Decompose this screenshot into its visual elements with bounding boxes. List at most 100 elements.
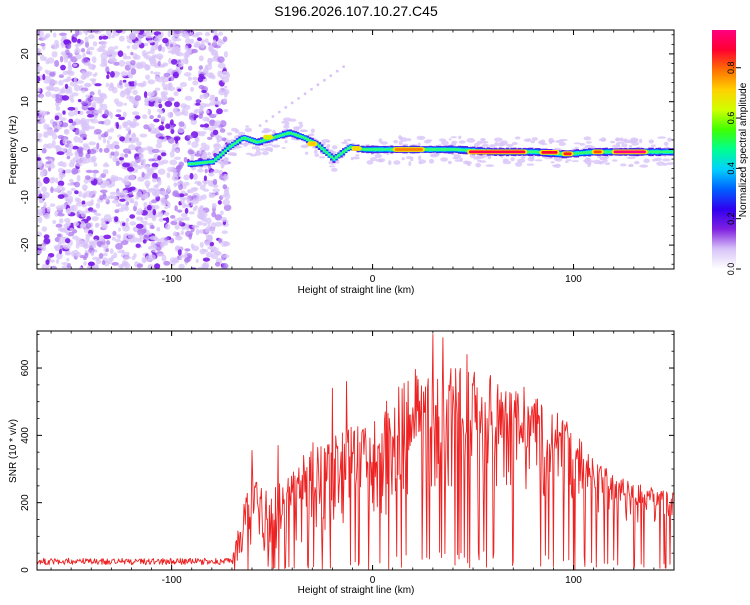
noise-streak-dot bbox=[329, 74, 333, 77]
noise-blob bbox=[74, 190, 79, 195]
ridge-segment bbox=[436, 148, 440, 151]
noise-blob bbox=[147, 108, 151, 116]
noise-blob bbox=[98, 253, 104, 259]
snr-y-tick-label: 600 bbox=[20, 359, 31, 376]
ridge-haze bbox=[475, 162, 482, 168]
noise-blob bbox=[140, 194, 149, 200]
noise-blob bbox=[142, 114, 148, 120]
noise-streak-dot bbox=[284, 106, 288, 109]
noise-blob bbox=[56, 233, 62, 238]
ridge-haze bbox=[551, 164, 561, 167]
ridge-segment bbox=[322, 149, 326, 152]
noise-blob bbox=[160, 95, 167, 102]
noise-blob bbox=[223, 204, 232, 211]
noise-blob bbox=[126, 35, 130, 40]
ridge-segment bbox=[662, 150, 666, 154]
ridge-segment bbox=[219, 153, 223, 157]
noise-blob bbox=[85, 235, 90, 243]
noise-blob bbox=[204, 240, 211, 246]
noise-blob bbox=[125, 218, 130, 222]
noise-blob bbox=[107, 257, 113, 265]
noise-blob bbox=[85, 233, 94, 238]
noise-blob bbox=[212, 129, 219, 136]
noise-blob bbox=[135, 156, 141, 164]
ridge-segment bbox=[453, 148, 457, 151]
noise-blob bbox=[82, 194, 86, 198]
noise-blob bbox=[202, 222, 208, 227]
noise-blob bbox=[49, 159, 55, 166]
ridge-haze bbox=[227, 153, 236, 155]
ridge-segment bbox=[260, 139, 264, 143]
ridge-segment bbox=[465, 148, 469, 152]
ridge-haze bbox=[313, 149, 318, 154]
noise-blob bbox=[76, 157, 82, 165]
noise-blob bbox=[209, 245, 217, 252]
ridge-segment bbox=[665, 150, 669, 154]
noise-blob bbox=[186, 253, 193, 259]
ridge-segment bbox=[257, 140, 261, 143]
noise-blob bbox=[55, 97, 63, 103]
noise-blob bbox=[129, 221, 137, 226]
ridge-haze bbox=[355, 154, 360, 157]
noise-blob bbox=[212, 188, 220, 193]
ridge-haze bbox=[540, 139, 546, 145]
noise-blob bbox=[84, 125, 90, 132]
noise-blob bbox=[100, 103, 108, 111]
ridge-haze bbox=[366, 160, 374, 165]
noise-blob bbox=[199, 94, 203, 100]
noise-blob bbox=[126, 95, 133, 100]
colorbar-tick-label: 0.8 bbox=[726, 61, 736, 74]
noise-blob bbox=[111, 86, 118, 94]
ridge-haze bbox=[627, 164, 634, 167]
ridge-segment bbox=[390, 148, 394, 151]
noise-blob bbox=[208, 126, 216, 132]
noise-blob bbox=[172, 231, 178, 237]
noise-blob bbox=[180, 30, 186, 37]
noise-blob bbox=[131, 111, 140, 116]
noise-blob bbox=[140, 158, 146, 164]
ridge-haze bbox=[226, 132, 233, 136]
noise-blob bbox=[87, 107, 95, 111]
noise-blob bbox=[157, 160, 165, 166]
ridge-haze bbox=[393, 160, 401, 165]
noise-blob bbox=[162, 37, 169, 44]
noise-blob bbox=[55, 105, 61, 111]
ridge-haze bbox=[562, 142, 566, 146]
noise-blob bbox=[81, 48, 85, 53]
noise-blob bbox=[157, 155, 162, 161]
noise-blob bbox=[123, 102, 127, 106]
noise-blob bbox=[92, 244, 96, 249]
noise-blob bbox=[207, 235, 213, 241]
noise-blob bbox=[218, 89, 226, 96]
ridge-segment bbox=[672, 150, 674, 154]
noise-blob bbox=[170, 215, 176, 219]
noise-blob bbox=[105, 30, 113, 36]
noise-blob bbox=[122, 121, 129, 128]
noise-blob bbox=[167, 97, 175, 102]
ridge-segment bbox=[385, 148, 389, 151]
noise-blob bbox=[103, 218, 108, 222]
noise-blob bbox=[108, 111, 112, 116]
noise-blob bbox=[109, 248, 114, 255]
noise-blob bbox=[115, 160, 120, 167]
noise-blob bbox=[150, 130, 155, 134]
ridge-haze bbox=[558, 142, 564, 146]
noise-blob bbox=[110, 58, 118, 62]
noise-blob bbox=[52, 220, 57, 224]
noise-blob bbox=[207, 223, 211, 231]
noise-blob bbox=[160, 198, 168, 206]
noise-blob bbox=[157, 34, 162, 41]
noise-blob bbox=[91, 216, 99, 222]
noise-blob bbox=[144, 216, 149, 221]
ridge-haze bbox=[261, 151, 269, 156]
noise-blob bbox=[172, 258, 180, 264]
ridge-haze bbox=[393, 139, 399, 144]
noise-blob bbox=[163, 72, 171, 78]
noise-blob bbox=[214, 30, 218, 35]
ridge-segment bbox=[609, 150, 613, 154]
ridge-haze bbox=[459, 157, 463, 163]
ridge-haze bbox=[526, 138, 532, 141]
ridge-haze bbox=[254, 151, 262, 156]
noise-blob bbox=[217, 62, 226, 69]
noise-blob bbox=[99, 195, 104, 201]
